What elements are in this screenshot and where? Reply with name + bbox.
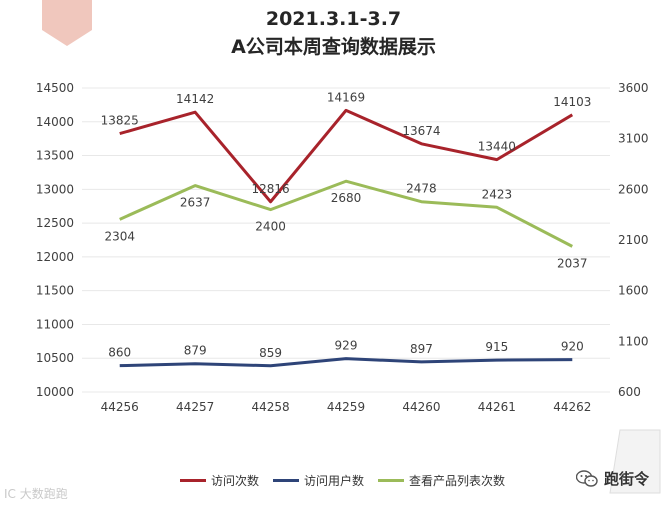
right-tick-label: 1600 <box>618 284 649 298</box>
legend: 访问次数 访问用户数 查看产品列表次数 <box>180 470 519 490</box>
left-axis: 10000 10500 11000 11500 12000 12500 13000 13500… <box>36 81 74 399</box>
legend-label-users: 访问用户数 <box>304 473 365 488</box>
data-label: 2680 <box>331 191 362 205</box>
data-label: 14142 <box>176 92 214 106</box>
data-label: 920 <box>561 340 584 354</box>
data-label: 859 <box>259 346 282 360</box>
left-tick-label: 12500 <box>36 216 74 230</box>
data-label: 860 <box>108 346 131 360</box>
left-tick-label: 12000 <box>36 250 74 264</box>
data-label: 2423 <box>482 187 513 201</box>
brand-text: 跑街令 <box>603 470 649 488</box>
data-label: 14103 <box>553 95 591 109</box>
data-label: 879 <box>184 344 207 358</box>
x-tick-label: 44260 <box>402 400 440 414</box>
x-axis: 44256 44257 44258 44259 44260 44261 44262 <box>101 400 592 414</box>
data-labels: 13825 14142 12816 14169 13674 13440 14103 860 87… <box>101 90 592 359</box>
data-label: 2637 <box>180 196 211 210</box>
right-tick-label: 2100 <box>618 233 649 247</box>
data-label: 897 <box>410 342 433 356</box>
left-tick-label: 10000 <box>36 385 74 399</box>
data-label: 2478 <box>406 182 437 196</box>
right-tick-label: 3600 <box>618 81 649 95</box>
right-tick-label: 1100 <box>618 334 649 348</box>
left-tick-label: 11000 <box>36 317 74 331</box>
data-label: 929 <box>335 339 358 353</box>
left-tick-label: 14500 <box>36 81 74 95</box>
right-tick-label: 3100 <box>618 132 649 146</box>
wechat-icon <box>575 469 598 487</box>
series-line-2 <box>119 179 573 248</box>
series-line-0 <box>119 108 574 204</box>
legend-swatch-product-list <box>378 478 405 482</box>
legend-label-product-list: 查看产品列表次数 <box>409 473 506 488</box>
series-line-1 <box>119 357 573 368</box>
data-label: 13825 <box>101 114 139 128</box>
left-tick-label: 13000 <box>36 182 74 196</box>
data-label: 13440 <box>478 140 516 154</box>
legend-swatch-visits <box>180 478 206 482</box>
x-tick-label: 44256 <box>101 400 139 414</box>
left-tick-label: 10500 <box>36 351 74 365</box>
legend-label-visits: 访问次数 <box>211 473 260 488</box>
x-tick-label: 44258 <box>251 400 289 414</box>
legend-item-product-list[interactable]: 查看产品列表次数 <box>378 472 505 489</box>
chart-title: 2021.3.1-3.7 <box>265 8 402 30</box>
grid-lines <box>82 87 610 393</box>
right-tick-label: 600 <box>618 385 641 399</box>
data-label: 2400 <box>255 220 286 234</box>
x-tick-label: 44262 <box>553 400 591 414</box>
data-label: 14169 <box>327 90 365 104</box>
x-tick-label: 44261 <box>478 400 516 414</box>
legend-swatch-users <box>273 478 300 482</box>
left-tick-label: 11500 <box>36 284 74 298</box>
data-label: 2304 <box>104 229 135 243</box>
left-tick-label: 14000 <box>36 115 74 129</box>
data-label: 915 <box>485 340 508 354</box>
legend-item-visits[interactable]: 访问次数 <box>180 472 259 489</box>
series <box>119 108 574 368</box>
data-label: 13674 <box>402 124 440 138</box>
watermark-brand: 跑街令 <box>575 468 649 489</box>
right-tick-label: 2600 <box>618 182 649 196</box>
x-tick-label: 44259 <box>327 400 365 414</box>
data-label: 2037 <box>557 256 588 270</box>
x-tick-label: 44257 <box>176 400 214 414</box>
data-label: 12816 <box>251 182 289 196</box>
page-curl <box>609 429 661 494</box>
chart-subtitle: A公司本周查询数据展示 <box>231 36 436 58</box>
right-axis: 600 1100 1600 2100 2600 3100 3600 <box>618 81 649 399</box>
legend-item-users[interactable]: 访问用户数 <box>273 472 364 489</box>
corner-ribbon <box>42 0 92 46</box>
left-tick-label: 13500 <box>36 149 74 163</box>
watermark-left: IC 大数跑跑 <box>4 487 68 501</box>
